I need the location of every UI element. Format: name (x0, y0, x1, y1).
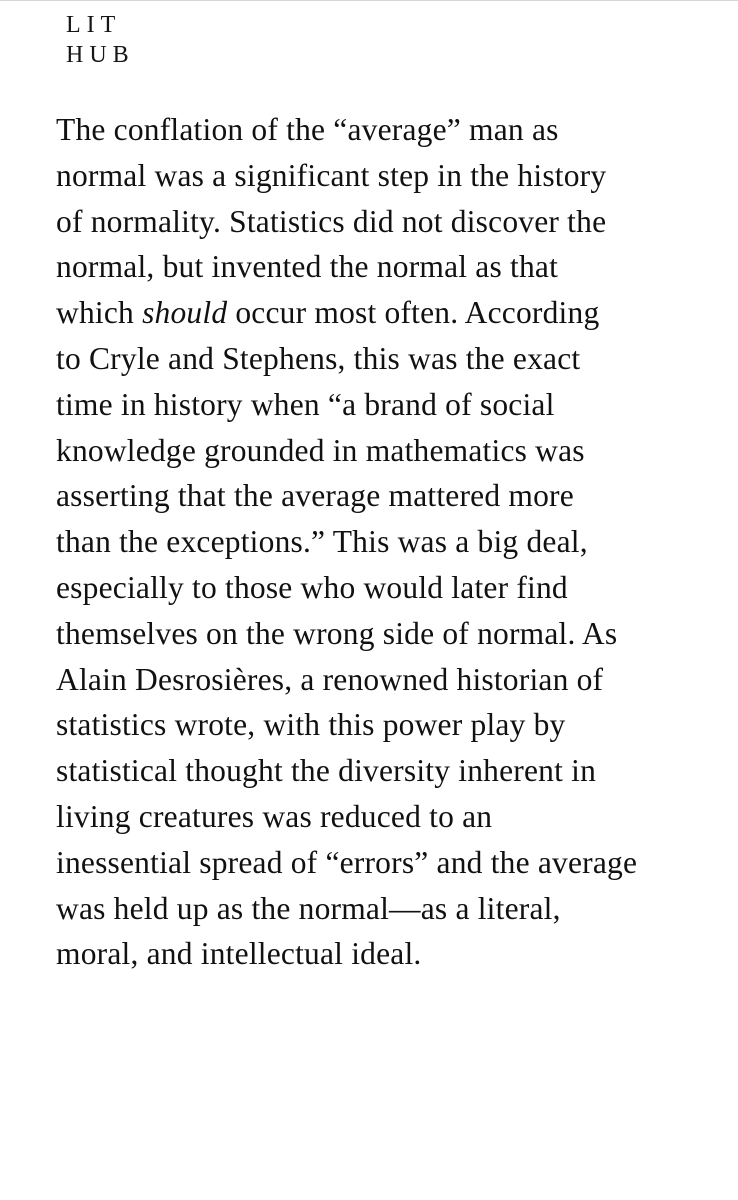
paragraph-line-10: than the exceptions.” This was a big dea… (56, 524, 588, 560)
top-divider (0, 0, 738, 1)
line-5-start: which (56, 295, 134, 331)
paragraph-line-16: living creatures was reduced to an (56, 798, 493, 834)
paragraph-line-7: time in history when “a brand of social (56, 386, 555, 422)
paragraph-line-5: which should occur most often. According (56, 290, 706, 336)
emphasized-word-should: should (142, 295, 228, 331)
paragraph-line-2: normal was a significant step in the his… (56, 157, 607, 193)
paragraph-line-19: moral, and intellectual ideal. (56, 936, 422, 972)
paragraph-line-1: The conflation of the “average” man as (56, 112, 559, 147)
logo-line-1: LIT (66, 12, 122, 38)
paragraph-line-9: asserting that the average mattered more (56, 478, 574, 514)
paragraph-line-11: especially to those who would later find (56, 569, 568, 605)
line-5-end: occur most often. According (235, 295, 600, 331)
paragraph-line-12: themselves on the wrong side of normal. … (56, 615, 618, 651)
paragraph-line-6: to Cryle and Stephens, this was the exac… (56, 340, 581, 376)
lit-hub-logo: LIT HUB (66, 10, 148, 70)
paragraph-line-13: Alain Desrosières, a renowned historian … (56, 661, 604, 697)
paragraph-line-17: inessential spread of “errors” and the a… (56, 844, 638, 880)
article-body: The conflation of the “average” man as n… (56, 107, 706, 977)
logo-line-2: HUB (66, 42, 135, 68)
paragraph-line-15: statistical thought the diversity inhere… (56, 753, 597, 789)
paragraph-line-18: was held up as the normal—as a literal, (56, 890, 561, 926)
paragraph-line-3: of normality. Statistics did not discove… (56, 203, 607, 239)
paragraph-line-4: normal, but invented the normal as that (56, 249, 559, 285)
paragraph-line-8: knowledge grounded in mathematics was (56, 432, 585, 468)
paragraph-line-14: statistics wrote, with this power play b… (56, 707, 566, 743)
